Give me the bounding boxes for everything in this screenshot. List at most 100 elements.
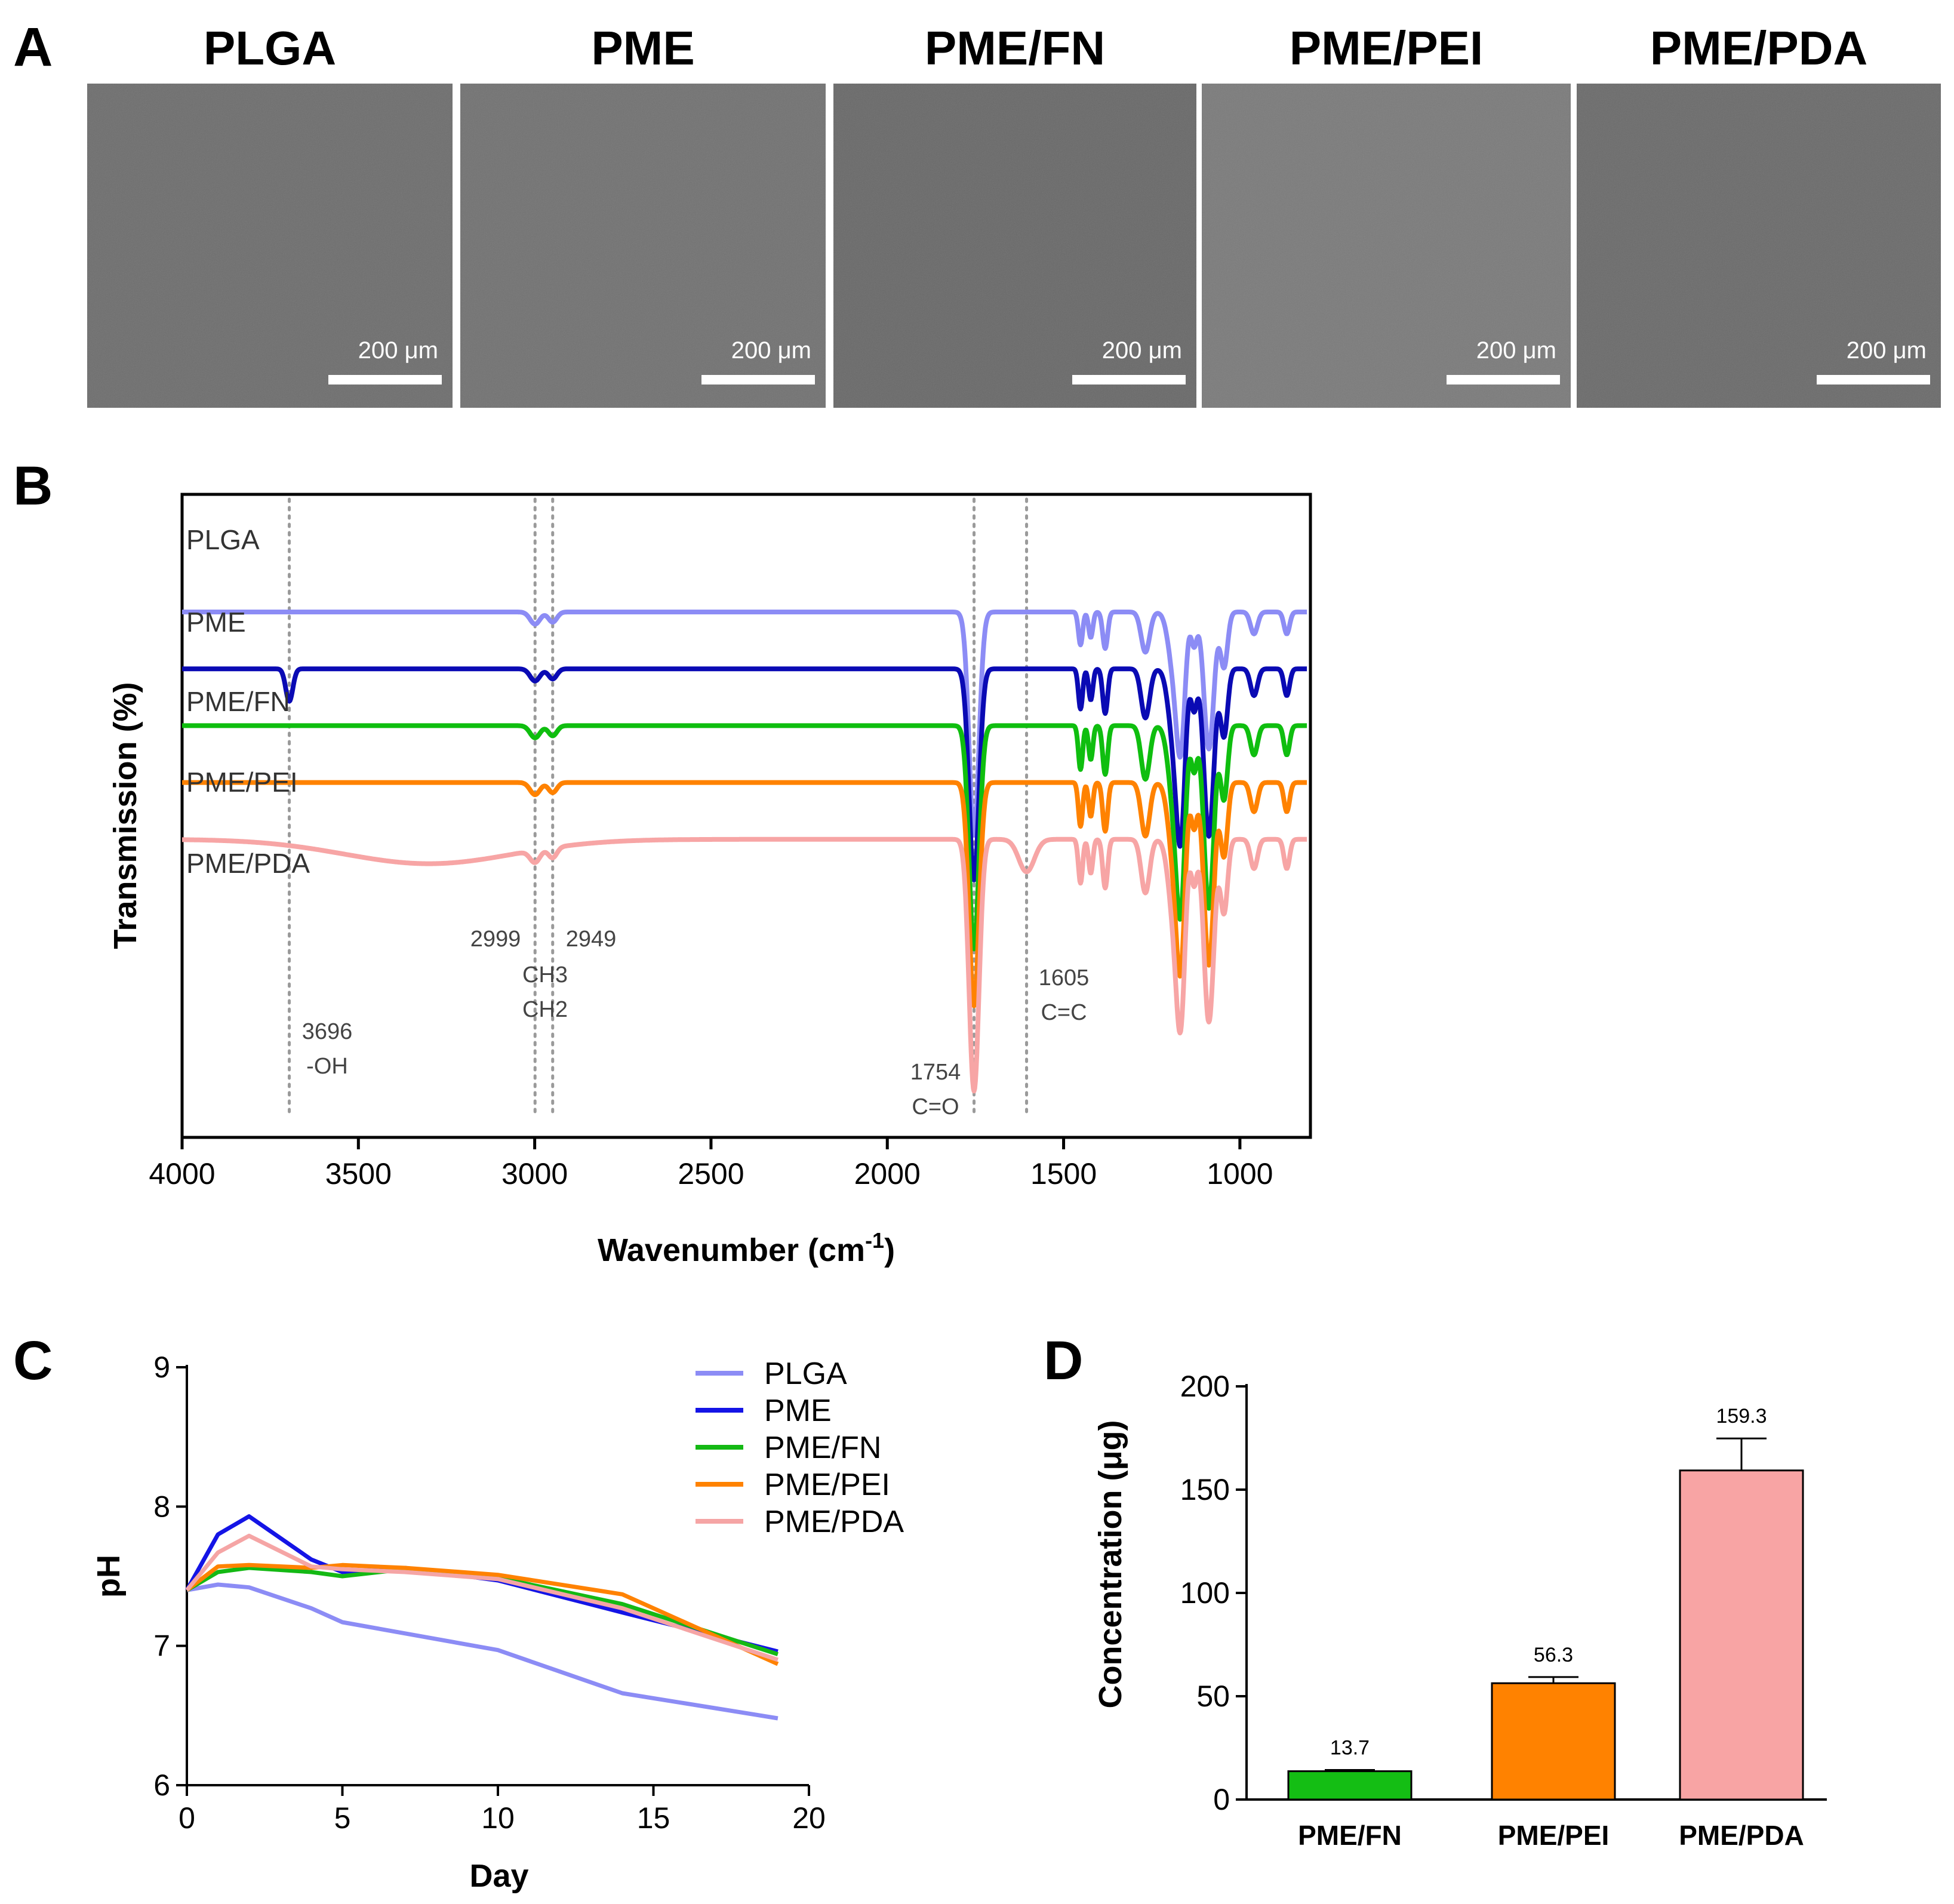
sem-image-row: PLGA 200 μm PME 200 μm PME/FN 200 μm PME/PEI 20…: [87, 21, 1941, 408]
ph-y-axis-title: pH: [91, 1555, 127, 1598]
ftir-annotation: 2949: [566, 927, 617, 952]
panel-letter-a: A: [13, 17, 53, 78]
ftir-trace: [180, 610, 1309, 838]
concentration-y-tick-label: 50: [1196, 1680, 1230, 1713]
sem-image-texture: [833, 84, 1196, 408]
concentration-chart: 0 50 100 150 200 13.7 PME/FN 56.3 PME/PEI 159.3 P…: [1093, 1370, 1827, 1851]
scale-bar: [1447, 375, 1560, 385]
ph-x-tick-label: 15: [637, 1801, 670, 1835]
ftir-annotation: 1605: [1039, 965, 1090, 991]
ftir-trace-label: PME: [186, 607, 246, 638]
scale-bar-label: 200 μm: [1102, 337, 1182, 364]
panel-letter-d: D: [1044, 1330, 1083, 1391]
ph-x-tick-label: 0: [179, 1801, 195, 1835]
sem-image-texture: [87, 84, 453, 408]
ph-y-tick-label: 8: [153, 1490, 170, 1523]
ftir-x-tick-label: 1500: [1030, 1157, 1097, 1191]
ftir-trace-label: PME/PEI: [186, 767, 298, 798]
ftir-trace: [180, 836, 1309, 1094]
ftir-x-tick-label: 1000: [1207, 1157, 1273, 1191]
bar-value-label: 13.7: [1330, 1737, 1370, 1760]
ftir-annotation: -OH: [306, 1054, 348, 1079]
ftir-reference-lines: [288, 497, 1029, 1115]
concentration-y-tick-label: 150: [1180, 1473, 1230, 1506]
legend-label: PME/PDA: [764, 1505, 904, 1539]
ftir-x-tick-label: 2000: [854, 1157, 921, 1191]
bar: [1679, 1469, 1804, 1801]
sem-image-texture: [1577, 84, 1941, 408]
ph-x-tick-label: 10: [481, 1801, 515, 1835]
ftir-annotation: CH3: [522, 962, 568, 988]
ftir-annotation: CH2: [522, 997, 568, 1022]
ftir-x-axis: 4000 3500 3000 2500 2000 1500 1000: [149, 1137, 1273, 1191]
ftir-plot-frame: [180, 493, 1312, 1139]
bar-category-label: PME/PDA: [1679, 1820, 1804, 1851]
scale-bar-label: 200 μm: [1847, 337, 1927, 364]
legend-label: PME/PEI: [764, 1468, 890, 1502]
sem-image-texture: [460, 84, 826, 408]
ftir-x-tick-label: 3000: [501, 1157, 568, 1191]
scale-bar: [1817, 375, 1930, 385]
sem-panel-title: PME/PEI: [1290, 21, 1484, 75]
sem-panel-title: PLGA: [204, 21, 336, 75]
ph-chart: 6 7 8 9 0 5 10 15 20 PLGAPMEPME/FNPME/PEIPME/PDA…: [91, 1351, 904, 1894]
concentration-y-axis-title: Concentration (μg): [1093, 1420, 1128, 1709]
ftir-annotation: 1754: [910, 1060, 961, 1085]
panel-letter-b: B: [13, 456, 53, 516]
panel-letter-c: C: [13, 1330, 53, 1391]
ftir-trace: [180, 723, 1309, 952]
ftir-trace: [180, 780, 1309, 1008]
legend-label: PME/FN: [764, 1431, 881, 1465]
ftir-annotation: 2999: [470, 927, 521, 952]
bar: [1287, 1770, 1413, 1801]
sem-panel: PME/PEI 200 μm: [1202, 21, 1571, 408]
bar-category-label: PME/FN: [1298, 1820, 1402, 1851]
scale-bar-label: 200 μm: [358, 337, 438, 364]
ph-series-line: [186, 1565, 778, 1657]
ph-lines: [184, 1514, 779, 1721]
legend-label: PLGA: [764, 1357, 847, 1391]
sem-panel: PME 200 μm: [460, 21, 826, 408]
sem-image-texture: [1202, 84, 1571, 408]
concentration-y-tick-label: 0: [1213, 1783, 1230, 1816]
ftir-x-tick-label: 3500: [325, 1157, 392, 1191]
ftir-chart: PLGA PME PME/FN PME/PEI PME/PDA 3696 -OH 2999 2…: [107, 493, 1312, 1268]
ftir-annotation: C=C: [1041, 1000, 1087, 1025]
ftir-trace: [180, 666, 1309, 882]
ftir-trace-label: PME/FN: [186, 686, 290, 717]
bar-value-label: 159.3: [1716, 1405, 1767, 1428]
ftir-traces: [180, 610, 1309, 1094]
concentration-bars: 13.7 PME/FN 56.3 PME/PEI 159.3 PME/PDA: [1287, 1405, 1804, 1851]
ph-y-tick-label: 7: [153, 1629, 170, 1663]
ftir-annotation: C=O: [912, 1094, 959, 1119]
concentration-y-tick-label: 200: [1180, 1370, 1230, 1403]
ph-axes: 6 7 8 9 0 5 10 15 20: [153, 1351, 826, 1835]
sem-panel: PME/PDA 200 μm: [1577, 21, 1941, 408]
ph-series-line: [185, 1533, 779, 1662]
ph-x-tick-label: 20: [792, 1801, 826, 1835]
scale-bar: [328, 375, 442, 385]
sem-panel-title: PME/PDA: [1650, 21, 1868, 75]
bar-category-label: PME/PEI: [1498, 1820, 1610, 1851]
bar: [1491, 1682, 1616, 1801]
ph-x-tick-label: 5: [334, 1801, 351, 1835]
sem-panel-title: PME/FN: [925, 21, 1105, 75]
sem-panel-title: PME: [591, 21, 694, 75]
ph-series-line: [184, 1514, 778, 1654]
scale-bar-label: 200 μm: [731, 337, 811, 364]
scale-bar-label: 200 μm: [1476, 337, 1556, 364]
sem-panel: PLGA 200 μm: [87, 21, 453, 408]
ph-y-tick-label: 6: [153, 1768, 170, 1802]
ftir-x-tick-label: 4000: [149, 1157, 215, 1191]
ftir-trace-label: PME/PDA: [186, 848, 310, 879]
concentration-y-tick-label: 100: [1180, 1576, 1230, 1610]
ftir-annotation: 3696: [302, 1019, 353, 1044]
ph-x-axis-title: Day: [469, 1858, 528, 1894]
ph-y-tick-label: 9: [153, 1351, 170, 1384]
sem-panel: PME/FN 200 μm: [833, 21, 1196, 408]
legend-label: PME: [764, 1394, 832, 1428]
ftir-y-axis-title: Transmission (%): [107, 682, 143, 949]
ph-series-line: [185, 1562, 779, 1666]
bar-value-label: 56.3: [1534, 1644, 1573, 1666]
